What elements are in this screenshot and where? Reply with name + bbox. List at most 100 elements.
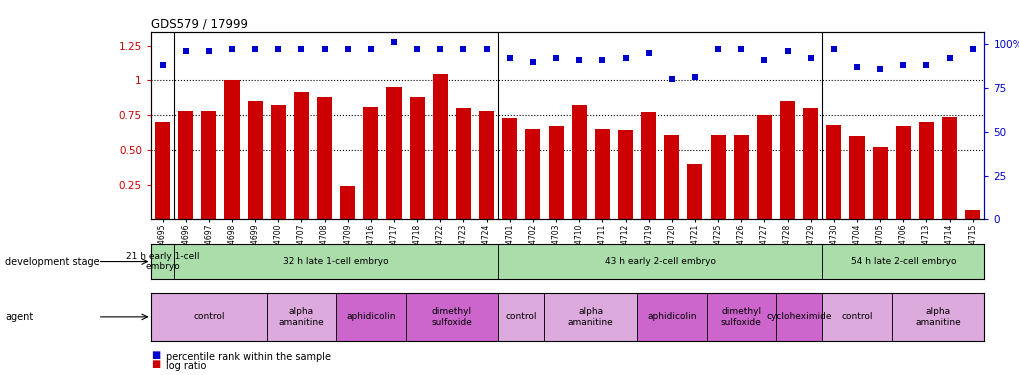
Bar — [317, 97, 332, 219]
Point — [385, 39, 401, 45]
Bar — [525, 129, 540, 219]
Bar — [780, 101, 794, 219]
Bar — [497, 244, 821, 279]
Bar — [410, 97, 424, 219]
Bar — [871, 147, 887, 219]
Point — [154, 62, 170, 68]
Bar — [641, 112, 655, 219]
Point — [547, 55, 564, 61]
Point — [316, 46, 332, 53]
Point — [293, 46, 310, 53]
Text: GDS579 / 17999: GDS579 / 17999 — [151, 18, 248, 31]
Text: control: control — [505, 312, 537, 321]
Bar — [174, 244, 497, 279]
Bar — [895, 126, 910, 219]
Point — [571, 57, 587, 63]
Bar — [710, 135, 725, 219]
Bar — [618, 130, 633, 219]
Bar — [432, 74, 447, 219]
Bar — [151, 244, 174, 279]
Bar — [802, 108, 817, 219]
Point — [177, 48, 194, 54]
Point — [409, 46, 425, 53]
Bar — [756, 115, 771, 219]
Text: ■: ■ — [151, 359, 160, 369]
Text: aphidicolin: aphidicolin — [646, 312, 696, 321]
Point — [917, 62, 933, 68]
Point — [594, 57, 610, 63]
Point — [432, 46, 448, 53]
Point — [663, 76, 680, 82]
Text: log ratio: log ratio — [166, 361, 207, 371]
Bar — [340, 186, 355, 219]
Text: cycloheximide: cycloheximide — [765, 312, 832, 321]
Bar — [386, 87, 401, 219]
Point — [339, 46, 356, 53]
Bar — [155, 122, 170, 219]
Text: 32 h late 1-cell embryo: 32 h late 1-cell embryo — [283, 257, 388, 266]
Bar — [501, 118, 517, 219]
Bar — [825, 125, 841, 219]
Bar — [455, 108, 471, 219]
Point — [709, 46, 726, 53]
Text: control: control — [193, 312, 224, 321]
Point — [755, 57, 771, 63]
Text: dimethyl
sulfoxide: dimethyl sulfoxide — [431, 307, 472, 327]
Point — [616, 55, 633, 61]
Bar — [918, 122, 933, 219]
Bar — [151, 292, 266, 341]
Point — [524, 58, 540, 64]
Text: alpha
amanitine: alpha amanitine — [568, 307, 613, 327]
Point — [247, 46, 263, 53]
Bar — [266, 292, 336, 341]
Point — [895, 62, 911, 68]
Bar — [942, 117, 956, 219]
Bar — [178, 111, 193, 219]
Point — [871, 66, 888, 72]
Bar — [571, 105, 586, 219]
Point — [640, 50, 656, 56]
Point — [964, 46, 980, 53]
Bar — [775, 292, 821, 341]
Text: 54 h late 2-cell embryo: 54 h late 2-cell embryo — [850, 257, 955, 266]
Bar — [594, 129, 609, 219]
Bar — [270, 105, 285, 219]
Bar — [248, 101, 263, 219]
Text: 43 h early 2-cell embryo: 43 h early 2-cell embryo — [604, 257, 715, 266]
Text: alpha
amanitine: alpha amanitine — [914, 307, 960, 327]
Bar — [479, 111, 493, 219]
Text: percentile rank within the sample: percentile rank within the sample — [166, 352, 331, 362]
Bar — [336, 292, 406, 341]
Bar — [964, 210, 979, 219]
Bar — [363, 107, 378, 219]
Point — [454, 46, 471, 53]
Bar — [849, 136, 864, 219]
Bar — [733, 135, 748, 219]
Point — [848, 64, 864, 70]
Point — [802, 55, 818, 61]
Text: 21 h early 1-cell
embryo: 21 h early 1-cell embryo — [125, 252, 199, 271]
Bar — [544, 292, 637, 341]
Bar — [637, 292, 706, 341]
Bar — [293, 92, 309, 219]
Point — [270, 46, 286, 53]
Bar — [706, 292, 775, 341]
Bar — [821, 292, 891, 341]
Text: agent: agent — [5, 312, 34, 322]
Bar — [687, 164, 702, 219]
Bar — [548, 126, 564, 219]
Point — [733, 46, 749, 53]
Bar — [201, 111, 216, 219]
Bar — [821, 244, 983, 279]
Text: aphidicolin: aphidicolin — [345, 312, 395, 321]
Point — [223, 46, 239, 53]
Bar — [891, 292, 983, 341]
Point — [478, 46, 494, 53]
Text: development stage: development stage — [5, 256, 100, 267]
Bar — [497, 292, 544, 341]
Bar — [406, 292, 497, 341]
Point — [201, 48, 217, 54]
Bar — [663, 135, 679, 219]
Point — [941, 55, 957, 61]
Point — [363, 46, 379, 53]
